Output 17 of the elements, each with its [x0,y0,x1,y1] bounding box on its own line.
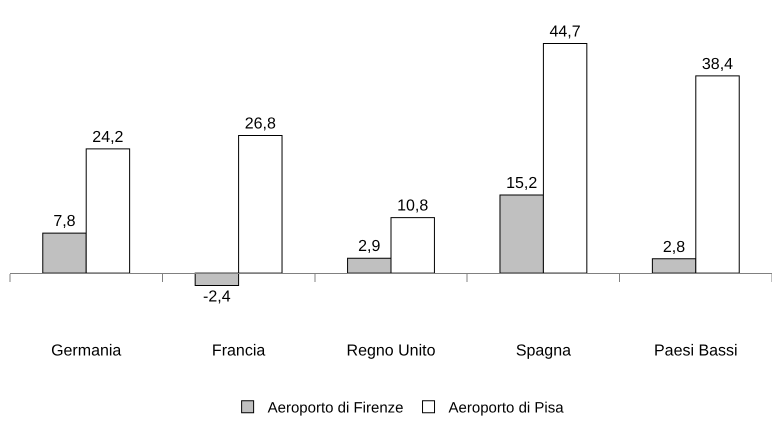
data-label: 38,4 [702,56,734,73]
x-tick-label: Paesi Bassi [654,342,738,360]
data-label: 2,9 [358,238,380,256]
x-tick-label: Spagna [516,342,572,360]
data-label: 2,8 [662,238,686,256]
data-label: 26,8 [244,115,276,132]
data-label: 24,2 [92,128,124,146]
data-label: 44,7 [549,24,581,41]
data-label: 7,8 [53,213,76,230]
data-label: -2,4 [203,288,231,306]
data-label: 10,8 [397,198,428,215]
legend-label: Aeroporto di Pisa [448,400,564,417]
data-label: 15,2 [506,175,538,192]
x-tick-label: Francia [212,342,266,360]
x-tick-label: Regno Unito [346,342,436,360]
legend-label: Aeroporto di Firenze [268,400,404,417]
x-tick-label: Germania [51,342,122,360]
